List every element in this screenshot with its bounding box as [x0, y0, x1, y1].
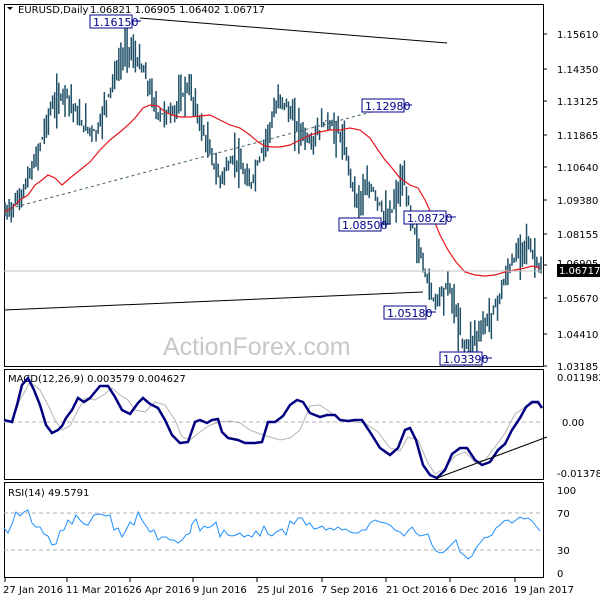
annotation-1.05180: 1.05180	[383, 305, 436, 320]
annotation-1.03390: 1.03390	[439, 351, 492, 366]
svg-text:70: 70	[557, 509, 570, 520]
svg-text:100: 100	[557, 486, 576, 497]
moving-average-line	[3, 104, 541, 277]
svg-text:1.14350: 1.14350	[557, 65, 598, 76]
dropdown-triangle-icon[interactable]	[7, 7, 13, 10]
macd-panel[interactable]	[4, 369, 544, 480]
svg-text:1.03390: 1.03390	[443, 353, 489, 366]
macd-axis: 0.011982 0.00 -0.013788	[557, 373, 600, 480]
svg-text:0: 0	[557, 569, 563, 580]
svg-text:0.00: 0.00	[562, 418, 584, 429]
annotation-1.12980: 1.12980	[361, 98, 412, 113]
annotation-1.16150: 1.16150	[89, 14, 141, 29]
svg-text:0.011982: 0.011982	[557, 373, 600, 384]
descending-trendline	[139, 17, 448, 44]
annotation-1.08720: 1.08720	[403, 210, 456, 225]
macd-main-line	[3, 375, 544, 480]
rsi-axis: 100 70 30 0	[557, 486, 576, 580]
svg-text:1.10640: 1.10640	[557, 163, 598, 174]
svg-text:25 Jul 2016: 25 Jul 2016	[257, 585, 314, 596]
svg-text:6 Dec 2016: 6 Dec 2016	[450, 585, 508, 596]
svg-text:1.13125: 1.13125	[557, 97, 598, 108]
chart-header: EURUSD,Daily 1.06821 1.06905 1.06402 1.0…	[7, 5, 265, 16]
svg-text:1.12980: 1.12980	[365, 100, 411, 113]
macd-trendline	[436, 436, 548, 479]
rising-dotted-trendline	[3, 106, 391, 211]
svg-text:30: 30	[557, 546, 570, 557]
symbol-label: EURUSD,Daily	[18, 5, 89, 16]
price-axis: 1.15610 1.14350 1.13125 1.11865 1.10640 …	[543, 30, 600, 373]
svg-text:1.08500: 1.08500	[342, 219, 388, 232]
current-price-badge	[557, 264, 600, 277]
svg-text:11 Mar 2016: 11 Mar 2016	[66, 585, 129, 596]
svg-text:21 Oct 2016: 21 Oct 2016	[386, 585, 448, 596]
svg-text:9 Jun 2016: 9 Jun 2016	[193, 585, 247, 596]
rsi-panel[interactable]	[4, 482, 544, 578]
svg-text:19 Jan 2017: 19 Jan 2017	[514, 585, 574, 596]
support-line	[3, 291, 424, 311]
macd-label: MACD(12,26,9) 0.003579 0.004627	[8, 374, 186, 385]
svg-text:1.03185: 1.03185	[557, 362, 598, 373]
svg-text:1.11865: 1.11865	[557, 131, 598, 142]
ohlc-values: 1.06821 1.06905 1.06402 1.06717	[90, 5, 265, 16]
svg-text:1.05180: 1.05180	[387, 307, 433, 320]
svg-text:26 Apr 2016: 26 Apr 2016	[129, 585, 191, 596]
watermark: ActionForex.com	[163, 333, 351, 361]
svg-text:1.04410: 1.04410	[557, 330, 598, 341]
price-panel[interactable]	[4, 4, 544, 367]
svg-text:1.08155: 1.08155	[557, 230, 598, 241]
rsi-line	[3, 509, 541, 560]
svg-text:1.05670: 1.05670	[557, 294, 598, 305]
svg-text:1.15610: 1.15610	[557, 30, 598, 41]
rsi-label: RSI(14) 49.5791	[8, 488, 89, 499]
time-axis: 27 Jan 2016 11 Mar 2016 26 Apr 2016 9 Ju…	[3, 578, 574, 596]
svg-text:7 Sep 2016: 7 Sep 2016	[321, 585, 378, 596]
svg-text:1.09380: 1.09380	[557, 196, 598, 207]
svg-text:1.16150: 1.16150	[93, 16, 139, 29]
current-price-label: 1.06717	[559, 266, 600, 277]
annotation-1.08500: 1.08500	[338, 217, 391, 232]
svg-text:1.08720: 1.08720	[407, 212, 453, 225]
svg-text:27 Jan 2016: 27 Jan 2016	[3, 585, 63, 596]
svg-text:-0.013788: -0.013788	[557, 469, 600, 480]
